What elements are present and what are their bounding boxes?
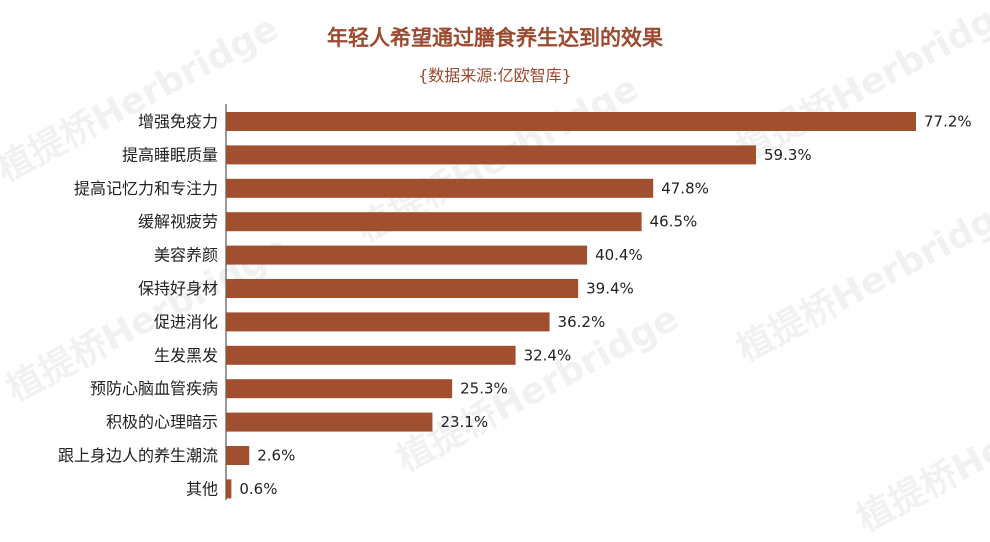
bar: [226, 112, 916, 131]
bar: [226, 412, 433, 432]
category-label: 缓解视疲劳: [138, 212, 218, 231]
value-label: 40.4%: [595, 246, 643, 264]
chart-title: 年轻人希望通过膳食养生达到的效果: [327, 26, 663, 50]
category-label: 预防心脑血管疾病: [90, 379, 218, 398]
value-label: 32.4%: [524, 346, 572, 364]
category-label: 其他: [186, 479, 218, 498]
category-label: 保持好身材: [138, 279, 218, 298]
bar: [226, 312, 550, 332]
value-label: 23.1%: [440, 413, 488, 431]
bar: [226, 145, 757, 165]
bar: [226, 379, 453, 399]
category-label: 美容养颜: [154, 246, 218, 265]
value-label: 0.6%: [239, 480, 277, 498]
value-label: 47.8%: [661, 179, 709, 197]
bar: [226, 212, 642, 232]
bar: [226, 178, 654, 198]
value-label: 77.2%: [924, 113, 972, 131]
chart-subtitle: {数据来源:亿欧智库}: [418, 66, 572, 85]
category-label: 促进消化: [154, 312, 218, 331]
category-label: 提高记忆力和专注力: [74, 179, 218, 198]
bar: [226, 479, 232, 499]
bar: [226, 446, 250, 465]
bar: [226, 245, 588, 265]
bar: [226, 279, 579, 298]
category-label: 跟上身边人的养生潮流: [58, 446, 218, 465]
category-label: 提高睡眠质量: [122, 145, 218, 164]
value-label: 39.4%: [586, 280, 634, 298]
value-label: 36.2%: [558, 313, 606, 331]
value-label: 2.6%: [257, 447, 295, 465]
category-label: 生发黑发: [154, 346, 218, 365]
category-label: 积极的心理暗示: [106, 413, 218, 432]
bar-chart: 增强免疫力 77.2% 提高睡眠质量 59.3% 提高记忆力和专注力 47.8% 缓解视疲劳…: [58, 104, 972, 500]
value-label: 59.3%: [764, 146, 812, 164]
value-label: 46.5%: [650, 213, 698, 231]
bar: [226, 345, 516, 365]
category-label: 增强免疫力: [138, 112, 218, 131]
value-label: 25.3%: [460, 380, 508, 398]
